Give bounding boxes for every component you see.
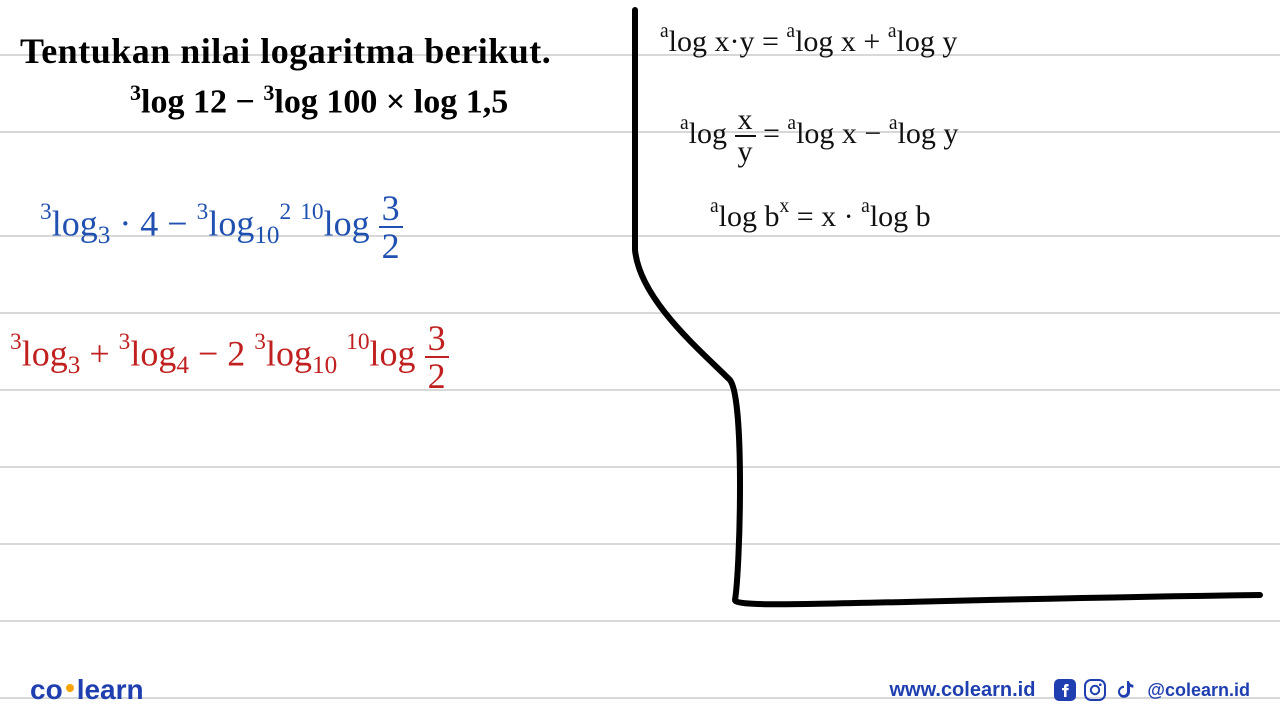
brand-dot-icon <box>66 684 74 692</box>
problem-block: Tentukan nilai logaritma berikut. 3log 1… <box>20 30 551 121</box>
social-handle: @colearn.id <box>1147 680 1250 701</box>
brand-logo: colearn <box>30 674 144 706</box>
rule-3: alog bx = x · alog b <box>710 200 931 234</box>
handwriting-line-2: 3log3 + 3log4 − 2 3log10 10log 32 <box>10 320 449 394</box>
problem-expression: 3log 12 − 3log 100 × log 1,5 <box>130 80 551 121</box>
handwriting-line-1: 3log3 · 4 − 3log102 10log 32 <box>40 190 403 264</box>
fraction: 32 <box>425 320 449 394</box>
facebook-icon <box>1053 678 1077 702</box>
fraction: xy <box>735 105 756 167</box>
tiktok-icon <box>1113 678 1137 702</box>
instagram-icon <box>1083 678 1107 702</box>
footer: colearn www.colearn.id @colearn.id <box>0 670 1280 710</box>
footer-url: www.colearn.id <box>889 679 1035 702</box>
social-icons: @colearn.id <box>1053 678 1250 702</box>
fraction: 32 <box>379 190 403 264</box>
brand-co: co <box>30 674 63 706</box>
rule-1: alog x·y = alog x + alog y <box>660 25 957 59</box>
problem-title: Tentukan nilai logaritma berikut. <box>20 30 551 72</box>
brand-learn: learn <box>77 674 144 706</box>
rule-2: alog xy = alog x − alog y <box>680 105 958 167</box>
